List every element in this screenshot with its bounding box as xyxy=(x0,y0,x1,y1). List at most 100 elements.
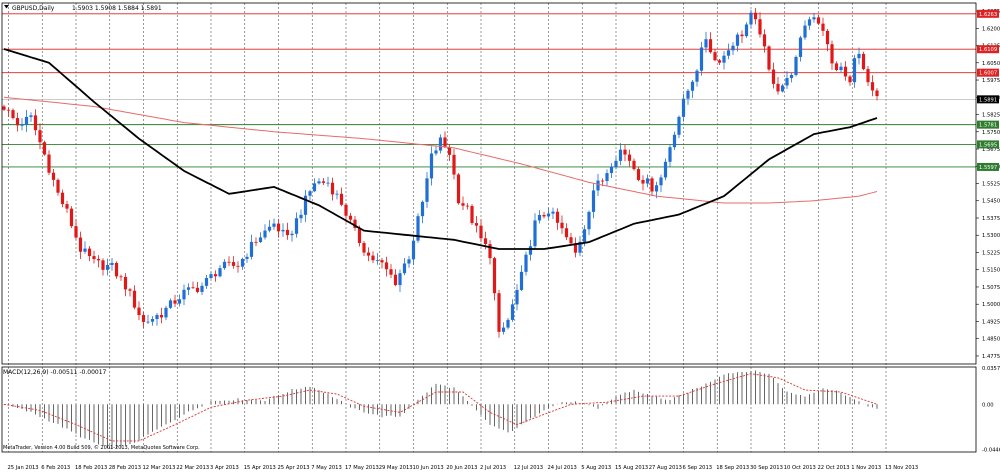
candle-bear xyxy=(123,276,128,290)
candle-bull xyxy=(533,220,537,247)
candle-bull xyxy=(416,216,420,241)
candle-bear xyxy=(474,223,479,226)
candle-bull xyxy=(515,289,519,305)
candle-bull xyxy=(839,66,843,70)
candle-bear xyxy=(362,242,366,253)
candle-bull xyxy=(222,261,227,269)
candle-bull xyxy=(789,74,794,79)
candle-bear xyxy=(650,178,654,192)
candle-bull xyxy=(308,191,312,196)
candle-bear xyxy=(236,265,240,267)
candle-bear xyxy=(74,226,78,238)
candle-bear xyxy=(128,289,132,291)
candle-bear xyxy=(132,290,137,308)
price-tick-label: 1.5825 xyxy=(982,113,1000,119)
time-tick-label: 13 Nov 2013 xyxy=(885,465,918,471)
candle-bear xyxy=(380,260,384,263)
candle-bull xyxy=(326,182,330,184)
candle-bear xyxy=(623,149,627,155)
candle-bull xyxy=(785,78,789,86)
candle-bull xyxy=(299,214,303,219)
candle-bear xyxy=(830,44,834,64)
candle-bull xyxy=(402,263,407,274)
candle-bull xyxy=(209,274,213,279)
horizontal-levels xyxy=(2,13,976,168)
time-axis: 25 Jan 2013 6 Feb 2013 18 Feb 2013 28 Feb 2… xyxy=(8,465,919,471)
candle-bull xyxy=(20,124,24,126)
price-tick-label: 1.5675 xyxy=(982,147,1000,153)
candle-bull xyxy=(524,254,528,272)
candle-bear xyxy=(254,241,258,243)
candle-bear xyxy=(555,211,560,223)
level-label: 1.6007 xyxy=(979,71,997,77)
candle-bear xyxy=(321,181,326,183)
candle-bear xyxy=(753,12,758,20)
time-tick-label: 24 Jul 2013 xyxy=(548,465,577,471)
time-tick-label: 7 May 2013 xyxy=(311,465,342,471)
candle-bear xyxy=(600,180,605,182)
candle-bear xyxy=(767,46,771,70)
candle-bear xyxy=(771,69,776,84)
candle-bull xyxy=(852,58,857,83)
candle-bear xyxy=(33,115,38,131)
candle-bear xyxy=(875,90,879,97)
candle-bull xyxy=(83,248,87,252)
candle-bull xyxy=(551,211,555,214)
candle-bear xyxy=(758,19,762,35)
symbol-label: GBPUSD,Daily xyxy=(12,5,55,12)
level-labels: 1.6263 1.6109 1.6007 1.5891 1.5781 1.5695 1.55… xyxy=(977,9,999,171)
time-tick-label: 22 Mar 2013 xyxy=(176,465,209,471)
time-tick-label: 2 Jul 2013 xyxy=(480,465,506,471)
candle-bear xyxy=(339,193,344,205)
candle-bull xyxy=(312,183,317,192)
candle-bull xyxy=(294,218,299,234)
candle-bear xyxy=(483,238,488,245)
candle-bear xyxy=(641,179,645,184)
candle-bear xyxy=(344,204,348,216)
time-tick-label: 18 Feb 2013 xyxy=(75,465,107,471)
macd-pane-border xyxy=(1,366,977,453)
candle-bull xyxy=(506,319,510,328)
price-tick-label: 1.4925 xyxy=(982,319,1000,325)
candle-bull xyxy=(812,17,816,20)
candle-bear xyxy=(447,147,452,155)
candle-bull xyxy=(659,177,663,186)
time-tick-label: 17 May 2013 xyxy=(345,465,379,471)
candle-bull xyxy=(407,259,411,264)
price-tick-label: 1.5525 xyxy=(982,182,1000,188)
level-label-box xyxy=(977,68,999,77)
candle-bear xyxy=(285,229,290,236)
time-tick-label: 15 Aug 2013 xyxy=(615,465,648,471)
ohlc-readout: 1.5903 1.5908 1.5884 1.5891 xyxy=(72,5,162,12)
candle-bear xyxy=(834,63,839,70)
time-tick-label: 1 Nov 2013 xyxy=(851,465,881,471)
candle-bull xyxy=(803,25,807,38)
price-tick-label: 1.4775 xyxy=(982,354,1000,360)
candle-bull xyxy=(744,24,749,37)
candle-bull xyxy=(681,98,686,117)
candle-bull xyxy=(735,34,740,46)
candle-bear xyxy=(713,52,717,61)
candle-bull xyxy=(677,116,681,135)
candle-bull xyxy=(420,201,425,217)
candle-bull xyxy=(335,193,339,195)
candle-bear xyxy=(11,110,15,119)
level-label: 1.6109 xyxy=(979,47,997,53)
candle-bear xyxy=(470,205,474,224)
candle-bull xyxy=(164,307,168,318)
time-tick-label: 12 Jul 2013 xyxy=(514,465,543,471)
candle-bear xyxy=(47,154,51,173)
macd-tick-label: 0.03575 xyxy=(982,366,1000,372)
candle-bull xyxy=(663,161,668,178)
time-tick-label: 30 Sep 2013 xyxy=(750,465,783,471)
candle-bear xyxy=(141,315,146,322)
candle-bear xyxy=(843,66,848,77)
candle-bear xyxy=(92,256,96,260)
candle-bull xyxy=(249,241,254,257)
vertical-gridlines xyxy=(8,3,887,452)
price-tick-label: 1.5750 xyxy=(982,130,1000,136)
ma-fast-line xyxy=(3,48,878,250)
level-label: 1.5891 xyxy=(979,97,997,103)
time-tick-label: 6 Sep 2013 xyxy=(683,465,713,471)
